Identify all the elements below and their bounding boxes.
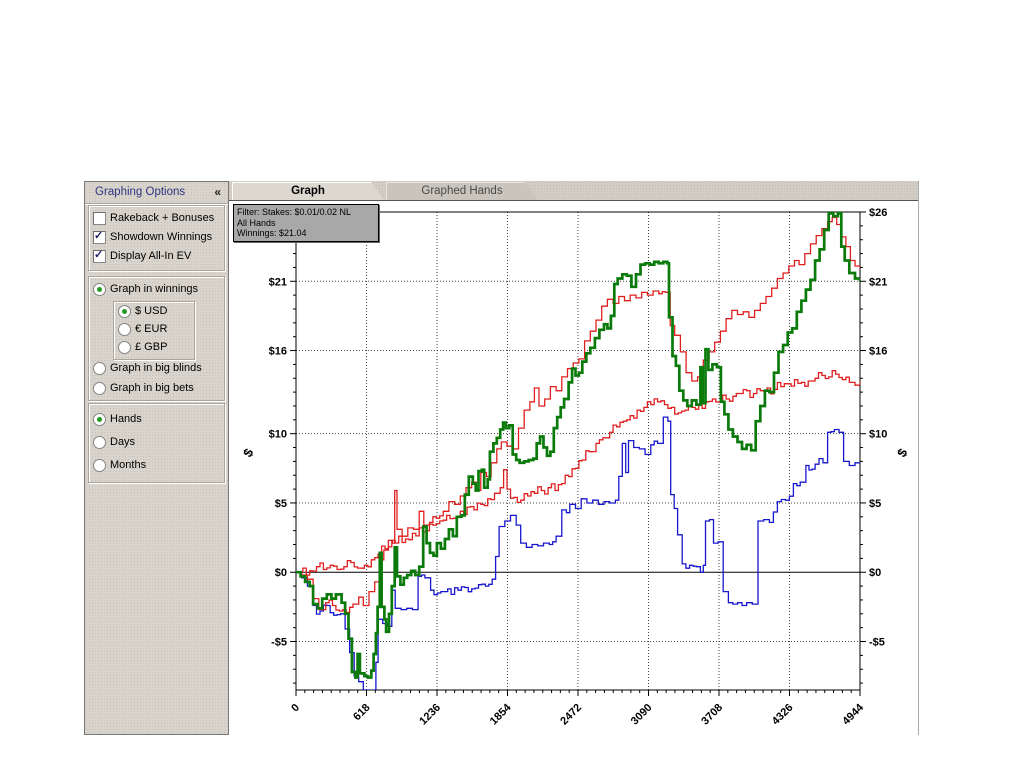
graph-in-big-blinds-option[interactable]: Graph in big blinds xyxy=(93,361,202,375)
y-axis-labels: $26$26$21$21$16$16$10$10$5$5$0$0-$5-$5 xyxy=(269,207,888,649)
svg-text:$16: $16 xyxy=(269,346,287,358)
graphing-options-panel: Graphing Options « Rakeback + Bonuses Sh… xyxy=(84,181,229,735)
radio-label: Months xyxy=(110,459,147,471)
currency-group: $ USD € EUR £ GBP xyxy=(113,301,195,360)
svg-text:$: $ xyxy=(240,445,257,459)
tab-strip: Graph Graphed Hands xyxy=(228,181,918,201)
svg-text:3708: 3708 xyxy=(699,702,725,728)
graph-in-winnings-option[interactable]: Graph in winnings xyxy=(93,282,198,296)
radio-label: € EUR xyxy=(135,323,168,335)
radio-label: Days xyxy=(110,436,136,448)
filter-winnings-text: Winnings: $21.04 xyxy=(237,228,307,238)
eur-option[interactable]: € EUR xyxy=(118,322,167,336)
window-right-border xyxy=(918,181,919,735)
rakeback-bonuses-option[interactable]: Rakeback + Bonuses xyxy=(93,211,214,225)
graph-in-big-blinds-radio[interactable] xyxy=(93,362,106,375)
display-options-group: Rakeback + Bonuses Showdown Winnings Dis… xyxy=(88,205,225,271)
checkbox-label: Showdown Winnings xyxy=(110,231,213,243)
gbp-option[interactable]: £ GBP xyxy=(118,340,167,354)
svg-text:$21: $21 xyxy=(869,276,887,288)
radio-label: £ GBP xyxy=(135,341,168,353)
tab-graphed-hands[interactable]: Graphed Hands xyxy=(386,182,538,200)
display-allin-ev-checkbox[interactable] xyxy=(93,248,106,263)
graph-in-winnings-radio[interactable] xyxy=(93,283,106,296)
svg-text:1236: 1236 xyxy=(417,702,443,728)
panel-header: Graphing Options « xyxy=(85,182,228,204)
radio-label: $ USD xyxy=(135,305,168,317)
svg-text:$0: $0 xyxy=(275,567,287,579)
series-lines xyxy=(296,212,860,690)
svg-text:$16: $16 xyxy=(869,346,887,358)
checkbox-label: Rakeback + Bonuses xyxy=(110,212,215,224)
filter-stakes-text: Filter: Stakes: $0.01/0.02 NL xyxy=(237,207,352,217)
checkbox-label: Display All-In EV xyxy=(110,250,192,262)
usd-radio[interactable] xyxy=(118,305,131,318)
collapse-panel-icon[interactable]: « xyxy=(214,185,221,199)
tab-graph[interactable]: Graph xyxy=(232,182,384,200)
period-hands-option[interactable]: Hands xyxy=(93,412,142,426)
svg-text:$: $ xyxy=(894,445,911,459)
svg-text:618: 618 xyxy=(351,702,372,723)
svg-text:4326: 4326 xyxy=(770,702,796,728)
amount-won-line xyxy=(296,212,860,679)
period-months-option[interactable]: Months xyxy=(93,458,146,472)
showdown-winnings-checkbox[interactable] xyxy=(93,229,106,244)
radio-label: Graph in winnings xyxy=(110,283,199,295)
radio-label: Hands xyxy=(110,413,142,425)
usd-option[interactable]: $ USD xyxy=(118,304,167,318)
rakeback-bonuses-checkbox[interactable] xyxy=(93,212,106,225)
panel-title: Graphing Options xyxy=(95,186,186,198)
svg-text:-$5: -$5 xyxy=(271,637,287,649)
gbp-radio[interactable] xyxy=(118,341,131,354)
svg-text:4944: 4944 xyxy=(840,701,866,727)
graph-in-big-bets-option[interactable]: Graph in big bets xyxy=(93,381,194,395)
months-radio[interactable] xyxy=(93,459,106,472)
svg-text:2472: 2472 xyxy=(558,702,584,728)
svg-text:$10: $10 xyxy=(869,429,887,441)
graph-pane xyxy=(228,200,918,735)
x-axis-labels: 0 618 1236 1854 2472 3090 3708 4326 4944 xyxy=(289,701,866,727)
svg-text:-$5: -$5 xyxy=(869,637,885,649)
showdown-winnings-option[interactable]: Showdown Winnings xyxy=(93,229,213,244)
svg-text:0: 0 xyxy=(289,702,302,715)
days-radio[interactable] xyxy=(93,436,106,449)
svg-text:$21: $21 xyxy=(269,276,287,288)
filter-hands-text: All Hands xyxy=(237,217,276,228)
filter-info-box: Filter: Stakes: $0.01/0.02 NL All Hands … xyxy=(233,204,379,242)
graph-in-group: Graph in winnings $ USD € EUR £ GBP Grap… xyxy=(88,276,225,401)
hands-radio[interactable] xyxy=(93,413,106,426)
svg-text:$5: $5 xyxy=(869,498,881,510)
eur-radio[interactable] xyxy=(118,323,131,336)
radio-label: Graph in big bets xyxy=(110,382,194,394)
radio-label: Graph in big blinds xyxy=(110,362,202,374)
svg-text:$5: $5 xyxy=(275,498,287,510)
y-axis-title: $ $ xyxy=(240,445,911,459)
plot-frame xyxy=(295,211,861,691)
svg-text:$26: $26 xyxy=(869,207,887,219)
period-days-option[interactable]: Days xyxy=(93,435,135,449)
svg-text:$10: $10 xyxy=(269,429,287,441)
svg-text:$0: $0 xyxy=(869,567,881,579)
graph-in-big-bets-radio[interactable] xyxy=(93,382,106,395)
display-allin-ev-option[interactable]: Display All-In EV xyxy=(93,248,192,263)
svg-text:1854: 1854 xyxy=(488,701,514,727)
period-group: Hands Days Months xyxy=(88,403,225,483)
gridlines xyxy=(296,212,860,690)
svg-text:3090: 3090 xyxy=(629,702,655,728)
